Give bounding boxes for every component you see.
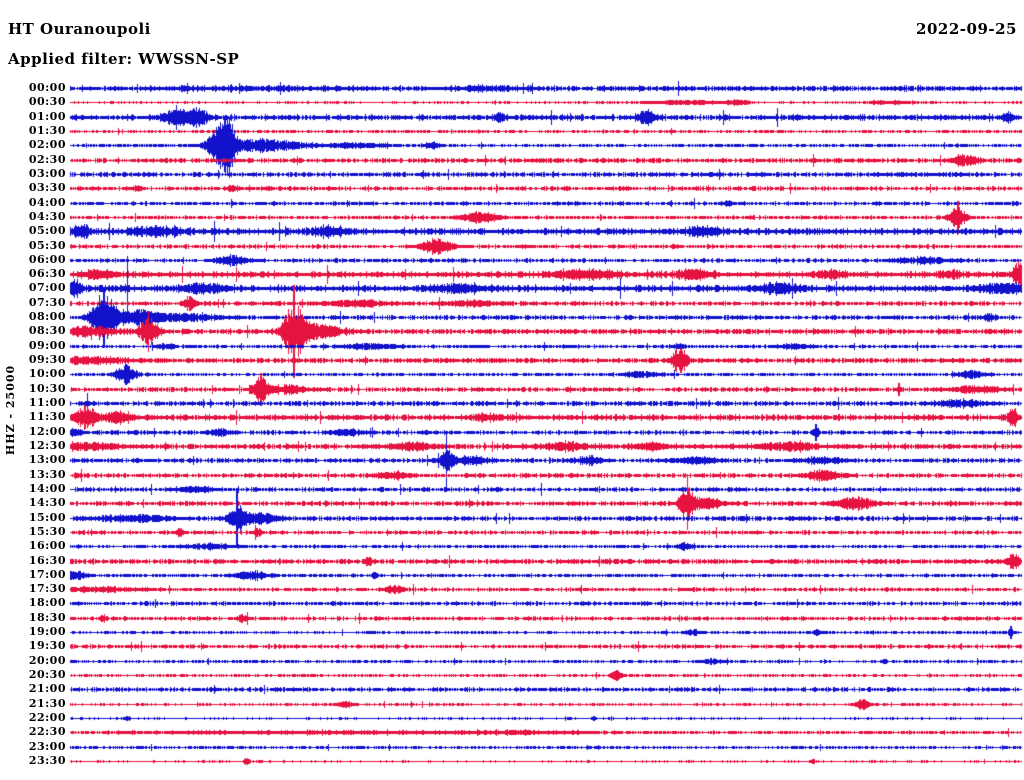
helicorder-traces: [0, 0, 1024, 780]
